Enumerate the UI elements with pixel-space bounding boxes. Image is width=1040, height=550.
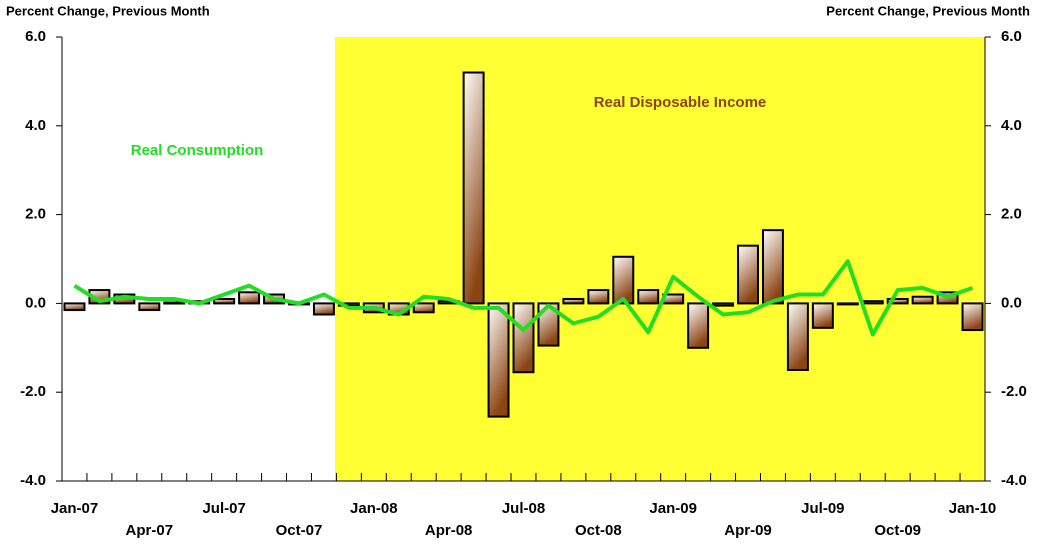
bar xyxy=(213,297,236,305)
series-label: Real Disposable Income xyxy=(594,94,767,111)
bar xyxy=(612,255,635,305)
bar xyxy=(911,295,934,305)
y-tick-label: 0.0 xyxy=(25,294,46,311)
y-tick-label: 4.0 xyxy=(25,117,46,134)
x-tick-label: Jul-08 xyxy=(502,500,545,517)
bar xyxy=(312,302,335,316)
bar xyxy=(836,302,859,306)
bar xyxy=(886,297,909,305)
y2-axis-label: Percent Change, Previous Month xyxy=(826,3,1030,18)
bar xyxy=(737,244,759,305)
bar xyxy=(637,289,660,305)
y2-tick-label: -4.0 xyxy=(1001,472,1027,489)
y-axis-label: Percent Change, Previous Month xyxy=(6,3,210,18)
x-tick-label: Apr-07 xyxy=(126,522,174,539)
bar xyxy=(238,291,261,305)
y2-tick-label: 6.0 xyxy=(1001,28,1022,45)
bar xyxy=(412,302,435,314)
bar xyxy=(761,229,784,305)
bar xyxy=(487,302,510,418)
x-tick-label: Jan-08 xyxy=(350,500,398,517)
x-tick-label: Oct-08 xyxy=(575,522,622,539)
y2-tick-label: 2.0 xyxy=(1001,206,1022,223)
y-tick-label: 2.0 xyxy=(25,206,46,223)
bar xyxy=(163,301,186,305)
bar xyxy=(687,302,710,349)
x-tick-label: Jan-07 xyxy=(51,500,99,517)
y2-tick-label: 0.0 xyxy=(1001,294,1022,311)
y-tick-label: -2.0 xyxy=(20,383,46,400)
x-tick-label: Jan-09 xyxy=(649,500,697,517)
y-tick-label: -4.0 xyxy=(20,472,46,489)
bar xyxy=(786,302,809,371)
bar xyxy=(961,302,984,332)
x-tick-label: Apr-09 xyxy=(724,522,772,539)
bar xyxy=(811,302,834,329)
x-tick-label: Apr-08 xyxy=(425,522,473,539)
line xyxy=(73,259,974,337)
recession-shading xyxy=(335,37,985,481)
bar xyxy=(562,297,585,305)
bar xyxy=(63,302,86,312)
y-tick-label: 6.0 xyxy=(25,28,46,45)
series-label: Real Consumption xyxy=(131,142,264,159)
y2-tick-label: 4.0 xyxy=(1001,117,1022,134)
bar xyxy=(712,302,735,307)
bar xyxy=(587,289,610,305)
bar xyxy=(462,71,485,305)
y2-tick-label: -2.0 xyxy=(1001,383,1027,400)
x-tick-label: Oct-09 xyxy=(874,522,921,539)
x-tick-label: Jul-09 xyxy=(801,500,844,517)
bar xyxy=(138,302,161,312)
bar xyxy=(512,302,535,374)
x-tick-label: Jul-07 xyxy=(202,500,245,517)
bar xyxy=(861,300,884,305)
bar xyxy=(537,302,560,347)
x-tick-label: Jan-10 xyxy=(949,500,997,517)
x-tick-label: Oct-07 xyxy=(276,522,323,539)
